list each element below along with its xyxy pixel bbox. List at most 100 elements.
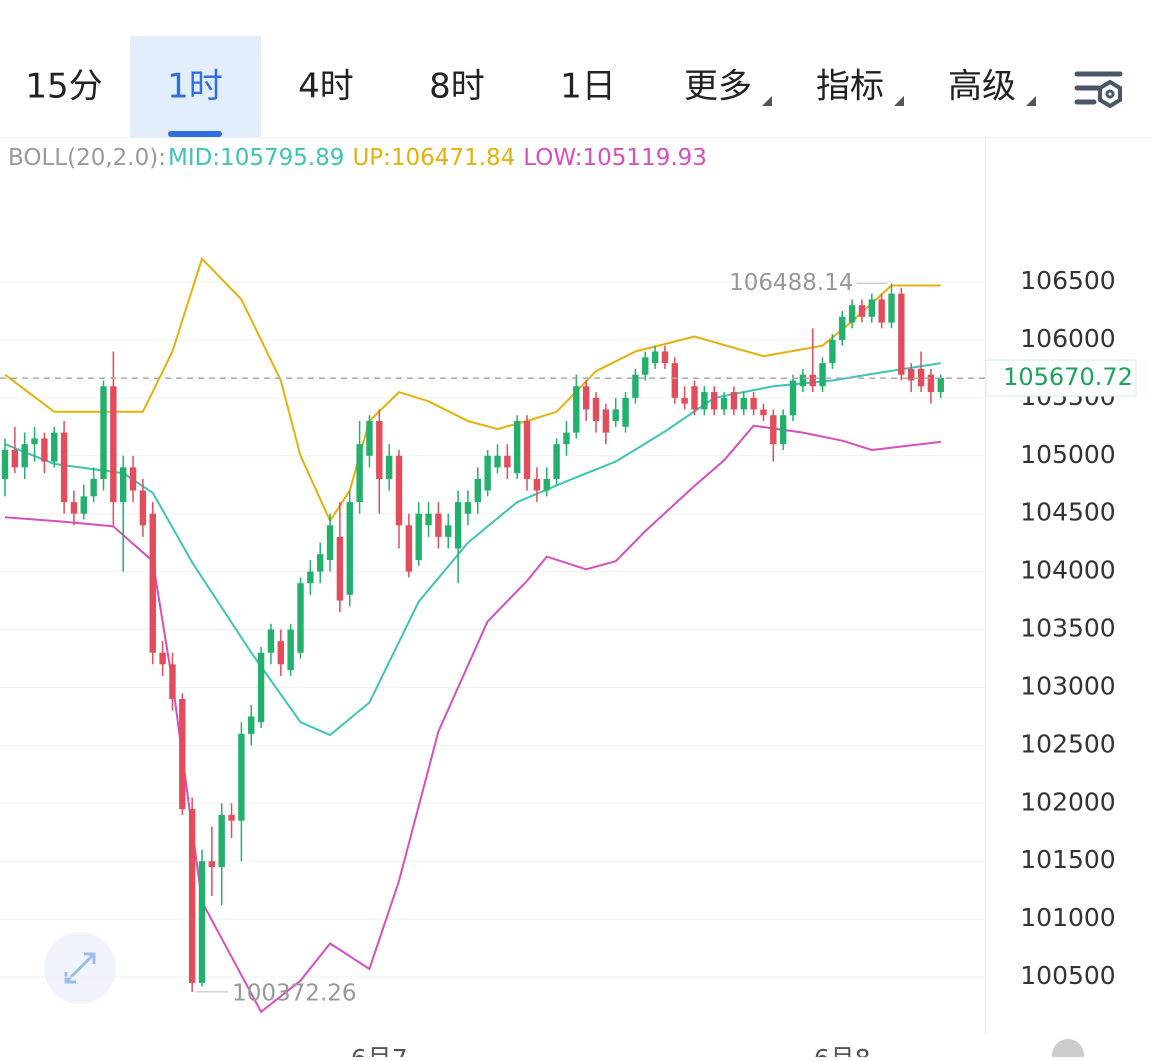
candle-body [740, 397, 747, 410]
tab[interactable]: 15分 [25, 67, 102, 107]
candle-body [730, 392, 738, 410]
candle-body [750, 397, 757, 410]
y-tick-label: 101000 [1020, 903, 1115, 932]
tab[interactable]: 更多 [684, 67, 752, 107]
candle-body [248, 716, 255, 734]
y-tick-label: 102000 [1020, 787, 1115, 816]
dropdown-caret [762, 96, 772, 106]
candle-body [31, 438, 38, 445]
indicator-label: BOLL(20,2.0): [8, 145, 166, 171]
candle-body [139, 490, 147, 526]
candle-body [829, 339, 836, 364]
candle-body [937, 378, 944, 393]
legend-entry: UP:106471.84 [352, 145, 515, 171]
band-line [4, 362, 941, 737]
candle-body [642, 357, 649, 375]
candle-body [267, 629, 275, 653]
candle-body [770, 415, 777, 445]
candle-body [257, 652, 265, 723]
settings-icon[interactable] [1074, 71, 1123, 109]
selected-tab-bg [130, 36, 261, 137]
candle-body [120, 467, 127, 503]
candle-body [868, 299, 875, 317]
x-tick-label: 6月8 [814, 1044, 871, 1057]
candle-body [218, 814, 225, 868]
candle-body [474, 478, 481, 503]
low-marker-label: 100372.26 [232, 980, 356, 1006]
candle-body [484, 455, 491, 491]
candle-body [573, 386, 580, 433]
y-tick-label: 103500 [1020, 614, 1115, 643]
candle-body [720, 397, 728, 410]
y-tick-label: 101500 [1020, 845, 1115, 874]
last-price-label: 105670.72 [1003, 363, 1133, 391]
candle-body [385, 455, 393, 479]
candle-body [336, 536, 344, 601]
tab[interactable]: 指标 [816, 67, 884, 107]
candle-body [435, 513, 442, 537]
candle-body [848, 305, 856, 323]
candle-body [799, 374, 807, 387]
selected-tab-indicator [168, 131, 222, 137]
zoom-button[interactable] [44, 932, 116, 1004]
candle-body [90, 478, 97, 497]
candle-body [326, 525, 334, 561]
candle-body [198, 861, 206, 983]
candle-body [582, 386, 590, 410]
candle-body [228, 814, 235, 821]
last-price-box [985, 359, 1137, 397]
candle-body [612, 409, 619, 422]
candle-body [760, 409, 767, 416]
tab[interactable]: 1日 [560, 67, 616, 107]
candle-body [366, 421, 373, 456]
scroll-button[interactable] [1052, 1039, 1084, 1061]
band-line [4, 256, 941, 523]
candle-body [346, 502, 353, 595]
candle-body [504, 455, 511, 468]
dropdown-caret [894, 96, 904, 106]
candle-body [908, 368, 915, 381]
candle-body [129, 467, 137, 491]
x-tick-label: 6月7 [351, 1044, 408, 1057]
candle-body [21, 444, 28, 468]
candle-body [917, 368, 925, 387]
candle-body [651, 351, 659, 364]
candle-body [179, 699, 186, 810]
candle-body [1, 449, 9, 479]
tab[interactable]: 4时 [298, 67, 354, 107]
candle-body [809, 374, 816, 387]
tab[interactable]: 1时 [167, 67, 223, 107]
candle-body [188, 809, 196, 983]
candle-body [898, 293, 905, 375]
y-tick-label: 104500 [1020, 498, 1115, 527]
legend-entry: MID:105795.89 [168, 145, 344, 171]
candle-body [523, 421, 531, 479]
candle-body [819, 363, 826, 387]
indicator-legend: BOLL(20,2.0):MID:105795.89 UP:106471.84 LO… [8, 145, 707, 171]
y-tick-label: 104000 [1020, 556, 1115, 585]
candle-body [169, 664, 176, 700]
candle-body [208, 861, 216, 868]
candle-body [454, 502, 462, 549]
tab[interactable]: 高级 [948, 67, 1016, 107]
band-line [4, 424, 941, 1014]
candle-body [376, 421, 383, 479]
candle-body [425, 513, 432, 526]
candle-body [888, 293, 895, 323]
candle-body [415, 513, 422, 561]
candle-body [110, 386, 117, 503]
candle-body [149, 513, 156, 653]
candle-body [602, 409, 610, 433]
candle-body [464, 502, 472, 514]
legend-entry: LOW:105119.93 [523, 145, 707, 171]
candle-body [159, 652, 166, 665]
candle-body [307, 571, 314, 584]
tab[interactable]: 8时 [429, 67, 485, 107]
candle-body [100, 386, 107, 479]
y-tick-label: 100500 [1020, 961, 1115, 990]
candle-body [41, 438, 48, 462]
candle-body [779, 415, 787, 445]
candle-body [51, 432, 58, 462]
candle-body [878, 299, 885, 323]
candle-body [11, 449, 19, 468]
